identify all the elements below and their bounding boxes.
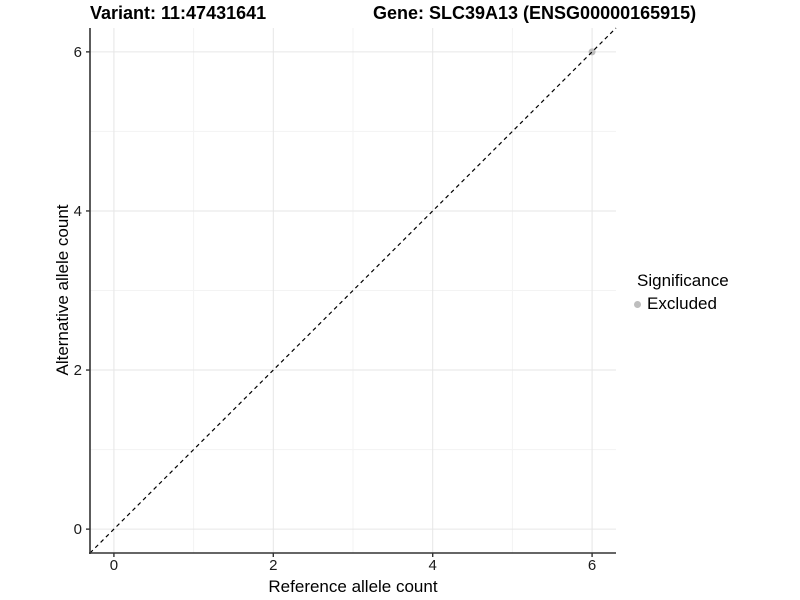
legend-point-icon	[634, 300, 641, 308]
legend-item: Excluded	[630, 294, 729, 314]
x-tick-label: 6	[587, 557, 597, 574]
y-tick-label: 4	[73, 202, 82, 220]
y-tick-label: 2	[73, 362, 82, 380]
y-tick-label: 0	[73, 521, 82, 539]
legend-title: Significance	[637, 271, 729, 290]
legend-item-label: Excluded	[647, 294, 717, 313]
plot-title-gene: Gene: SLC39A13 (ENSG00000165915)	[373, 3, 697, 23]
y-tick-label: 6	[73, 43, 82, 61]
x-tick-label: 2	[269, 557, 278, 574]
x-tick-label: 0	[109, 557, 119, 574]
x-axis-title: Reference allele count	[268, 577, 438, 596]
y-axis-title: Alternative allele count	[53, 204, 72, 376]
identity-reference-line	[89, 27, 617, 554]
legend-items: Excluded	[630, 294, 729, 314]
x-tick-label: 4	[428, 557, 437, 574]
legend: Significance Excluded	[630, 271, 729, 314]
plot-title-variant: Variant: 11:47431641	[90, 3, 267, 23]
